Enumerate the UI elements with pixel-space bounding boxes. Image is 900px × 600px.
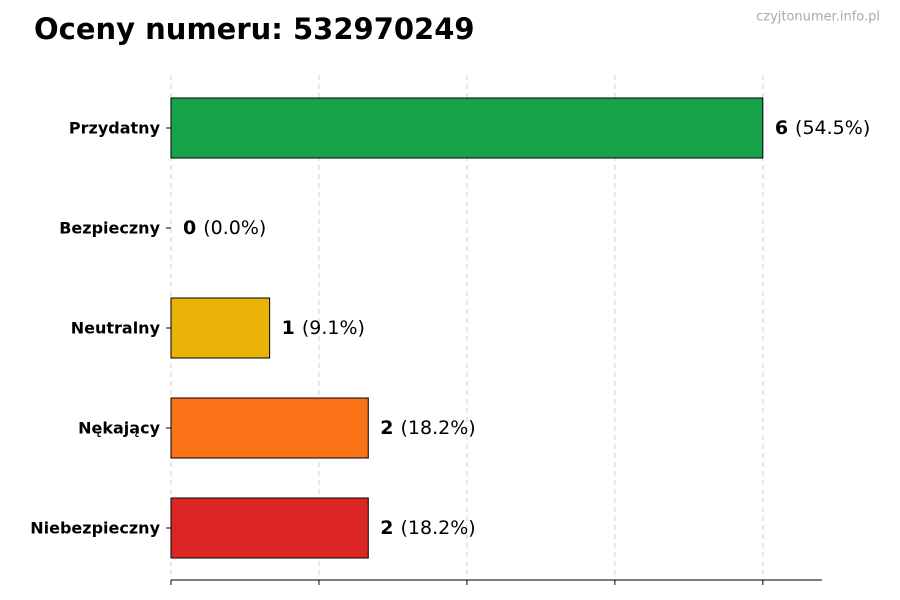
data-label: 0 (0.0%) [183,217,266,239]
value-label: 2 [380,417,393,439]
bar [170,297,271,359]
percentage-label: (9.1%) [302,317,365,339]
bar [170,497,369,559]
value-label: 6 [775,117,788,139]
y-tick-label: Przydatny [69,119,161,138]
chart-title: Oceny numeru: 532970249 [34,12,475,46]
value-label: 1 [282,317,295,339]
percentage-label: (0.0%) [203,217,266,239]
data-label: 2 (18.2%) [380,417,475,439]
data-label: 2 (18.2%) [380,517,475,539]
y-tick-label: Niebezpieczny [30,519,160,538]
data-label: 1 (9.1%) [282,317,365,339]
y-tick-label: Bezpieczny [59,219,160,238]
data-label: 6 (54.5%) [775,117,870,139]
value-label: 0 [183,217,196,239]
percentage-label: (18.2%) [401,417,476,439]
bar [170,97,764,159]
percentage-label: (18.2%) [401,517,476,539]
y-tick-label: Neutralny [71,319,161,338]
value-label: 2 [380,517,393,539]
watermark: czyjtonumer.info.pl [756,10,880,25]
percentage-label: (54.5%) [795,117,870,139]
bar [170,397,369,459]
y-tick-label: Nękający [78,419,160,438]
